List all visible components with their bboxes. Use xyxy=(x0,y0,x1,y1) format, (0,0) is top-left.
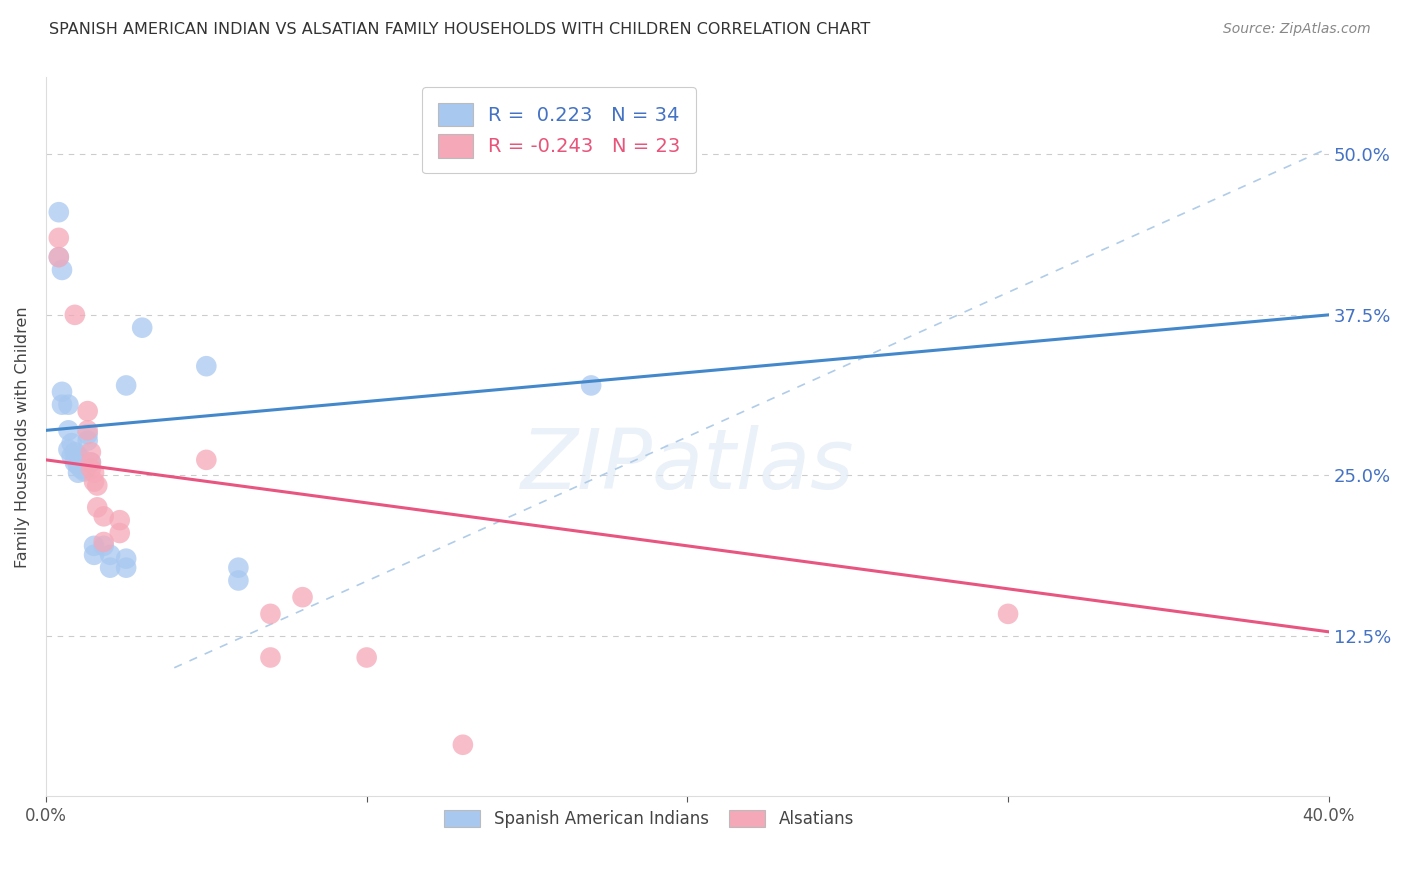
Point xyxy=(63,308,86,322)
Point xyxy=(80,462,103,476)
Point xyxy=(131,320,153,334)
Point xyxy=(83,548,105,562)
Point xyxy=(195,359,218,374)
Point xyxy=(259,650,281,665)
Point xyxy=(48,205,70,219)
Point xyxy=(83,466,105,480)
Point xyxy=(108,513,131,527)
Point xyxy=(93,535,115,549)
Text: ZIPatlas: ZIPatlas xyxy=(520,425,855,506)
Point xyxy=(93,539,115,553)
Point xyxy=(83,539,105,553)
Point xyxy=(80,445,103,459)
Point xyxy=(60,449,83,463)
Point xyxy=(76,427,98,442)
Point xyxy=(48,250,70,264)
Point xyxy=(76,434,98,448)
Point xyxy=(86,478,108,492)
Point xyxy=(76,404,98,418)
Point xyxy=(115,560,138,574)
Point xyxy=(67,466,90,480)
Point xyxy=(997,607,1019,621)
Point xyxy=(73,464,96,478)
Point xyxy=(108,526,131,541)
Point xyxy=(228,560,250,574)
Point xyxy=(115,378,138,392)
Legend: Spanish American Indians, Alsatians: Spanish American Indians, Alsatians xyxy=(437,803,860,835)
Point xyxy=(58,423,80,437)
Point xyxy=(195,453,218,467)
Point xyxy=(86,500,108,515)
Text: Source: ZipAtlas.com: Source: ZipAtlas.com xyxy=(1223,22,1371,37)
Point xyxy=(356,650,378,665)
Point xyxy=(80,455,103,469)
Y-axis label: Family Households with Children: Family Households with Children xyxy=(15,306,30,567)
Point xyxy=(98,548,121,562)
Point xyxy=(60,436,83,450)
Point xyxy=(83,475,105,489)
Point xyxy=(579,378,602,392)
Point xyxy=(228,574,250,588)
Point xyxy=(48,231,70,245)
Point xyxy=(259,607,281,621)
Point xyxy=(80,455,103,469)
Point xyxy=(48,250,70,264)
Point xyxy=(51,398,73,412)
Point xyxy=(93,509,115,524)
Point xyxy=(58,398,80,412)
Point xyxy=(451,738,474,752)
Point xyxy=(58,442,80,457)
Point xyxy=(67,458,90,472)
Point xyxy=(98,560,121,574)
Point xyxy=(70,451,93,466)
Point xyxy=(115,551,138,566)
Point xyxy=(51,263,73,277)
Point xyxy=(76,423,98,437)
Point xyxy=(51,384,73,399)
Point xyxy=(67,449,90,463)
Point xyxy=(70,462,93,476)
Point xyxy=(63,455,86,469)
Point xyxy=(63,445,86,459)
Text: SPANISH AMERICAN INDIAN VS ALSATIAN FAMILY HOUSEHOLDS WITH CHILDREN CORRELATION : SPANISH AMERICAN INDIAN VS ALSATIAN FAMI… xyxy=(49,22,870,37)
Point xyxy=(291,590,314,604)
